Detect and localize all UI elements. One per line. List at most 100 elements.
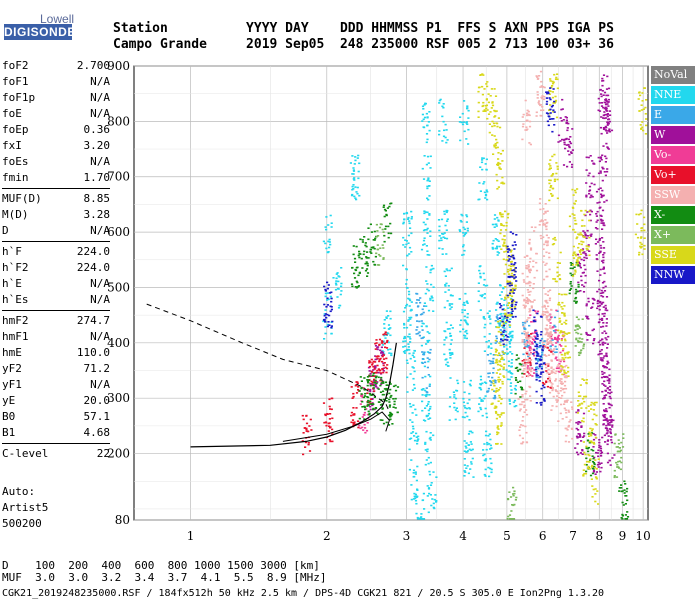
data-point-sse: [495, 138, 498, 141]
data-point-nnw: [551, 130, 554, 133]
data-point-ssw: [551, 389, 554, 392]
data-point-ssw: [559, 368, 562, 370]
data-point-sse: [551, 85, 554, 87]
param-name: h`F: [2, 245, 22, 258]
data-point-x-: [366, 379, 369, 381]
data-point-nnw: [326, 325, 329, 328]
data-point-w: [606, 419, 609, 422]
param-value: N/A: [90, 293, 110, 306]
data-point-sse: [556, 262, 559, 264]
data-point-nne: [459, 330, 462, 333]
data-point-sse: [548, 163, 551, 165]
data-point-x-: [367, 238, 370, 241]
data-point-w: [598, 439, 601, 441]
data-point-nne: [462, 232, 465, 234]
data-point-x-: [571, 262, 574, 265]
data-point-sse: [492, 153, 495, 155]
data-point-e: [487, 376, 490, 378]
data-point-w: [601, 154, 604, 157]
data-point-e: [420, 337, 423, 340]
data-point-x-: [514, 392, 517, 395]
data-point-nne: [336, 296, 339, 298]
data-point-x-: [516, 369, 519, 372]
data-point-sse: [482, 74, 485, 76]
data-point-sse: [500, 248, 503, 250]
data-point-nnw: [501, 320, 504, 323]
data-point-nne: [506, 352, 510, 355]
data-point-w: [605, 355, 608, 358]
data-point-nne: [404, 239, 407, 241]
data-point-ssw: [527, 375, 530, 378]
data-point-nne: [351, 185, 354, 188]
data-point-x-: [574, 296, 578, 299]
data-point-nne: [426, 179, 429, 182]
data-point-vo-: [529, 346, 532, 348]
data-point-sse: [640, 243, 643, 246]
data-point-sse: [497, 428, 500, 430]
data-point-x-: [390, 202, 393, 205]
data-point-nne: [387, 348, 390, 351]
data-point-nne: [335, 280, 338, 282]
data-point-nne: [490, 462, 493, 465]
data-point-x-: [617, 466, 620, 468]
data-point-vo-: [554, 329, 557, 331]
data-point-nne: [466, 123, 469, 125]
data-point-x-: [366, 251, 369, 253]
data-point-vo-: [560, 338, 563, 340]
data-point-x-: [364, 262, 367, 265]
data-point-nne: [407, 319, 410, 321]
data-point-x-: [624, 503, 627, 505]
data-point-x-: [384, 209, 387, 212]
data-point-sse: [579, 251, 582, 253]
data-point-sse: [583, 400, 586, 403]
data-point-ssw: [545, 240, 548, 242]
data-point-nnw: [511, 232, 515, 235]
data-point-nnw: [536, 345, 539, 348]
data-point-x-: [352, 245, 355, 247]
data-point-nne: [426, 331, 429, 333]
data-point-nne: [422, 244, 425, 246]
data-point-x-: [384, 225, 388, 228]
data-point-sse: [510, 249, 513, 252]
data-point-nne: [507, 320, 510, 323]
data-point-w: [598, 318, 601, 321]
data-point-sse: [561, 301, 564, 304]
data-point-ssw: [528, 294, 531, 296]
data-point-e: [540, 366, 543, 368]
data-point-sse: [499, 373, 502, 375]
data-point-nne: [351, 173, 354, 175]
data-point-w: [601, 179, 604, 182]
data-point-sse: [504, 229, 508, 231]
data-point-nnw: [539, 359, 542, 362]
data-point-sse: [495, 372, 498, 374]
data-point-w: [586, 339, 589, 341]
data-point-nne: [504, 330, 507, 333]
data-point-w: [380, 350, 383, 353]
data-point-ssw: [543, 313, 546, 316]
data-point-e: [496, 317, 499, 319]
data-point-vo-: [381, 355, 384, 358]
data-point-sse: [563, 369, 566, 372]
data-point-sse: [567, 375, 570, 377]
data-point-w: [604, 385, 607, 387]
data-point-w: [577, 421, 580, 423]
data-point-ssw: [528, 142, 531, 144]
data-point-nnw: [540, 404, 543, 406]
data-point-nne: [469, 441, 472, 443]
data-point-sse: [591, 441, 594, 444]
data-point-sse: [576, 259, 579, 261]
data-point-x-: [613, 469, 616, 472]
data-point-vo-: [361, 426, 364, 429]
data-point-nne: [427, 177, 430, 179]
data-point-vo-: [331, 417, 334, 420]
data-point-w: [602, 325, 605, 328]
data-point-x-: [577, 286, 580, 288]
data-point-vo-: [378, 360, 381, 363]
data-point-sse: [591, 418, 594, 421]
data-point-vo-: [533, 369, 536, 371]
data-point-ssw: [547, 314, 551, 317]
data-point-w: [605, 199, 608, 202]
data-point-nne: [493, 226, 496, 228]
data-point-x-: [569, 288, 573, 290]
data-point-nne: [496, 254, 499, 256]
